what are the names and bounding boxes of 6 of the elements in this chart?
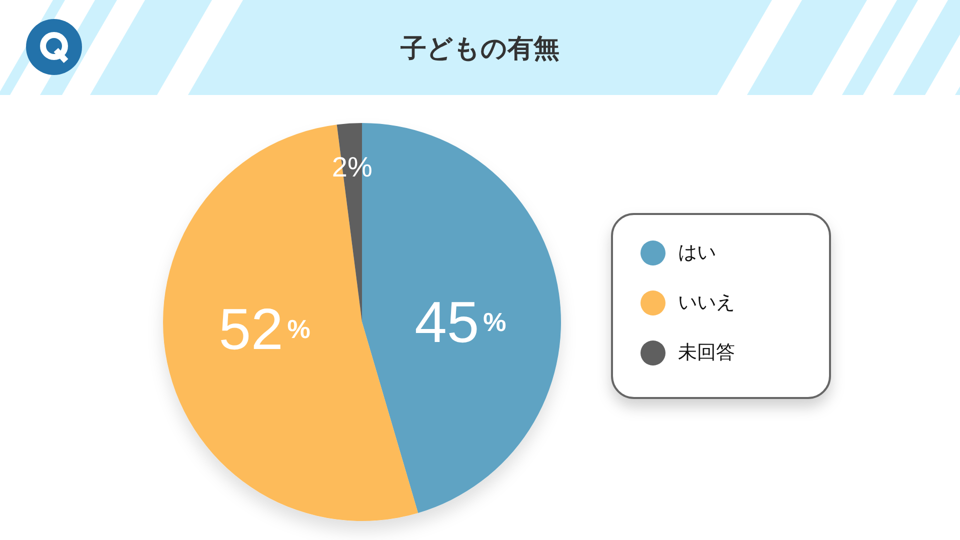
- legend-label: 未回答: [678, 342, 735, 364]
- legend-label: はい: [678, 242, 716, 264]
- legend-label: いいえ: [678, 292, 735, 314]
- chart-title: 子どもの有無: [400, 33, 560, 63]
- data-label: 52%: [218, 296, 310, 362]
- data-label: 45%: [414, 290, 506, 355]
